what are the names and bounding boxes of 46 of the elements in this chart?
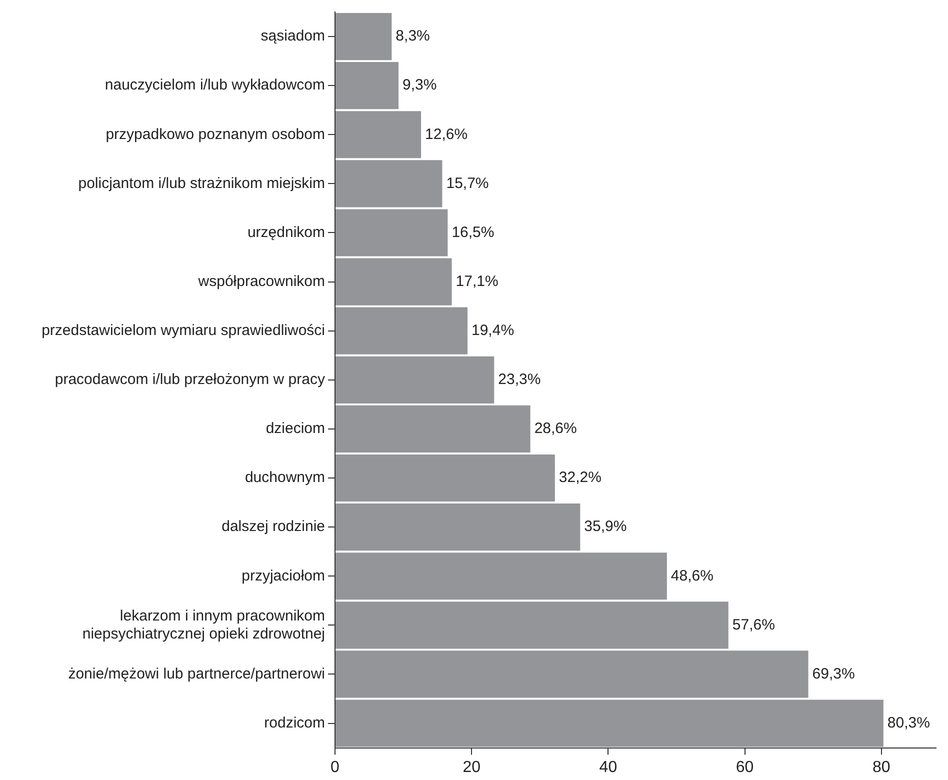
y-tick-label: rodzicom (264, 714, 325, 732)
data-label: 69,3% (812, 665, 855, 682)
bar (336, 356, 494, 404)
bar (336, 111, 422, 158)
data-label: 9,3% (402, 76, 437, 94)
y-tick-label: urzędnikom (247, 224, 325, 241)
y-tick-label: policjantom i/lub strażnikom miejskim (78, 174, 325, 192)
data-label: 19,4% (471, 322, 514, 339)
bar (336, 62, 399, 110)
y-tick-label: przedstawicielom wymiaru sprawiedliwości (42, 322, 325, 339)
data-label: 16,5% (452, 224, 494, 241)
bar (336, 160, 442, 208)
data-label: 80,3% (887, 714, 930, 732)
bar (336, 602, 728, 649)
data-label: 28,6% (534, 420, 577, 438)
data-label: 15,7% (446, 174, 489, 192)
y-tick-label: lekarzom i innym pracownikom niepsychiatrycznej opieki zdrowotnej (82, 607, 325, 642)
y-tick-label: żonie/mężowi lub partnerce/partnerowi (68, 665, 325, 682)
bar (336, 454, 555, 502)
x-tick-label: 80 (872, 758, 890, 776)
y-tick-label: sąsiadom (260, 28, 325, 45)
x-tick-label: 40 (599, 758, 618, 776)
data-label: 8,3% (396, 28, 430, 45)
y-tick-label: przyjaciołom (242, 567, 325, 584)
bar (336, 552, 667, 600)
x-tick-label: 0 (330, 758, 340, 776)
bar (336, 12, 392, 60)
y-tick-label: współpracownikom (197, 272, 325, 290)
bar (336, 504, 580, 551)
y-tick-label: pracodawcom i/lub przełożonym w pracy (54, 371, 326, 388)
y-tick-label: nauczycielom i/lub wykładowcom (104, 76, 325, 94)
bar (336, 307, 468, 354)
x-tick-label: 60 (736, 758, 754, 776)
bar (336, 405, 530, 452)
data-label: 57,6% (732, 616, 775, 634)
data-label: 35,9% (584, 518, 627, 536)
data-label: 12,6% (425, 126, 468, 143)
y-tick-label: przypadkowo poznanym osobom (106, 126, 325, 143)
x-tick-label: 20 (462, 758, 481, 776)
y-tick-label: dalszej rodzinie (222, 518, 325, 536)
y-tick-label: dzieciom (266, 420, 325, 438)
y-tick-label: duchownym (244, 469, 325, 486)
data-label: 23,3% (498, 371, 541, 388)
data-label: 48,6% (670, 567, 714, 584)
data-label: 17,1% (456, 272, 498, 290)
data-label: 32,2% (558, 469, 602, 486)
